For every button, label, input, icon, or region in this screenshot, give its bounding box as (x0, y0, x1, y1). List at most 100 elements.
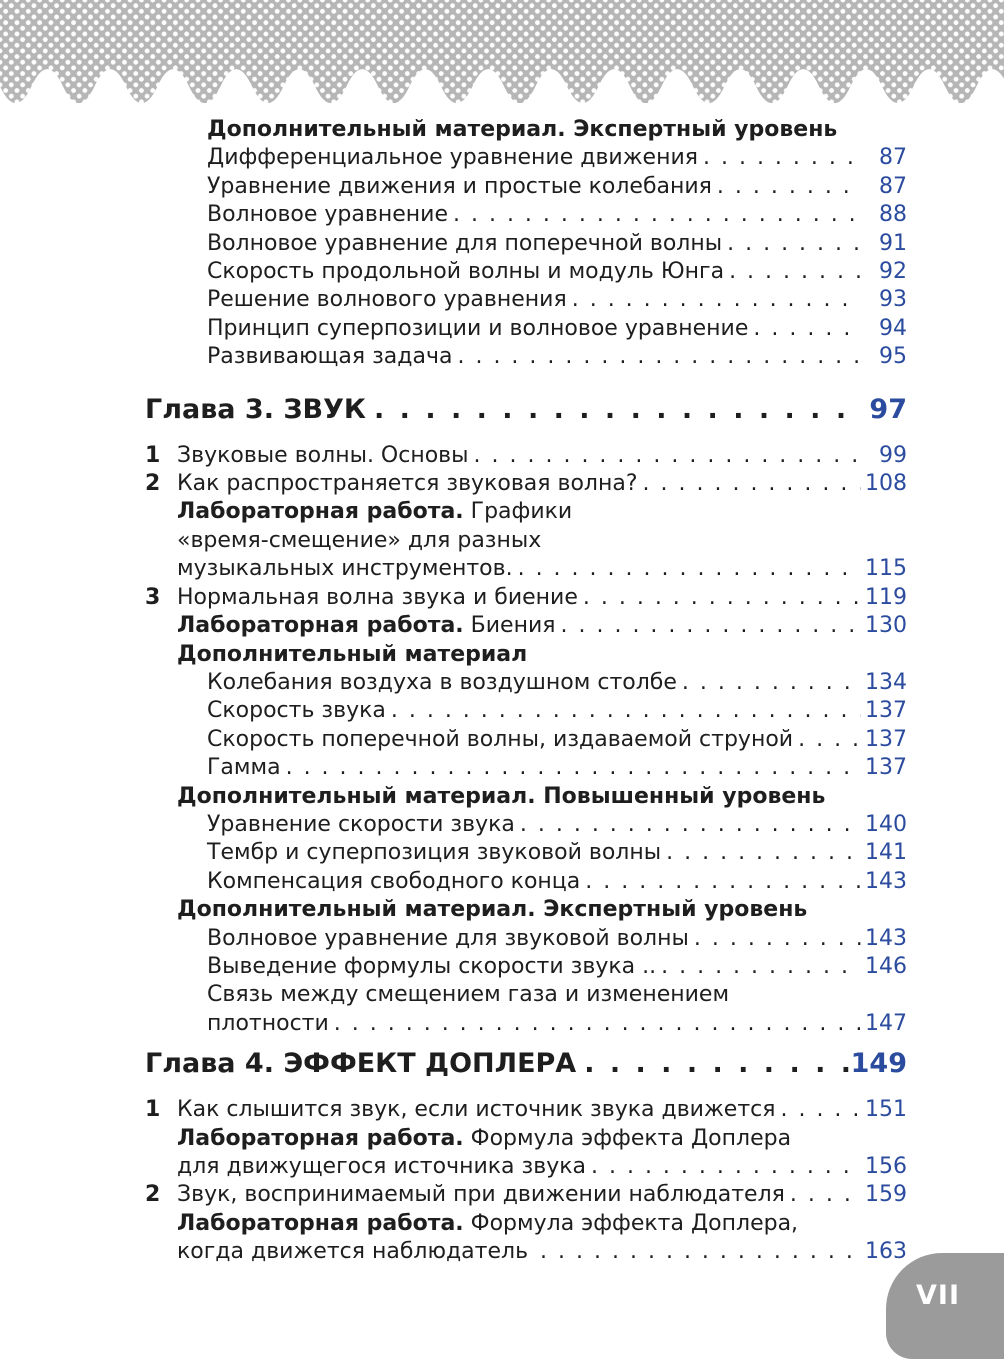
toc-entry-label: Как слышится звук, если источник звука д… (177, 1097, 776, 1123)
toc-subentry-row: Скорость продольной волны и модуль Юнга 9… (145, 258, 907, 286)
toc-entry-page-number: 159 (865, 1182, 907, 1208)
toc-entry-label: Графики (463, 499, 573, 525)
dot-leader (515, 811, 861, 839)
toc-entry-page-number: 99 (879, 442, 907, 468)
toc-item-row: 3 Нормальная волна звука и биение 119 (145, 584, 907, 612)
toc-entry-label: Скорость звука (207, 698, 386, 724)
dot-leader (576, 1046, 850, 1082)
toc-subentry-row: Уравнение скорости звука 140 (145, 811, 907, 839)
toc-item-row: 2 Как распространяется звуковая волна? 108 (145, 470, 907, 498)
table-of-contents: Дополнительный материал. Экспертный уров… (145, 116, 907, 1267)
toc-entry-label: Формула эффекта Доплера (463, 1125, 792, 1151)
toc-entry-page-number: 156 (865, 1154, 907, 1179)
toc-entry-label: Скорость продольной волны и модуль Юнга (207, 259, 725, 285)
toc-entry-label: Принцип суперпозиции и волновое уравнени… (207, 315, 749, 341)
toc-section-header-row: Дополнительный материал. Экспертный уров… (145, 896, 907, 924)
toc-entry-label-bold: Лабораторная работа. (177, 499, 464, 525)
toc-entry-label: Уравнение скорости звука (207, 811, 515, 837)
toc-subentry-row: Развивающая задача 95 (145, 343, 907, 371)
dot-leader (689, 925, 861, 953)
toc-entry-page-number: 143 (865, 925, 907, 951)
toc-entry-label: Колебания воздуха в воздушном столбе (207, 669, 677, 695)
dot-leader (567, 286, 861, 314)
toc-subentry-row: Гамма 137 (145, 754, 907, 782)
toc-chapter-row: Глава 3. ЗВУК 97 (145, 392, 907, 428)
toc-subentry-row: Скорость звука 137 (145, 697, 907, 725)
toc-continuation-row: «время-смещение» для разных (145, 527, 907, 555)
toc-continuation-row: когда движется наблюдатель 163 (145, 1238, 907, 1266)
toc-entry-page-number: 91 (879, 230, 907, 256)
dot-leader (661, 839, 861, 867)
toc-entry-label: Как распространяется звуковая волна? (177, 471, 638, 497)
toc-entry-label: Волновое уравнение (207, 202, 448, 228)
toc-entry-label-bold: Дополнительный материал (177, 641, 528, 667)
toc-item-number: 2 (145, 1182, 161, 1208)
dot-leader (785, 1181, 861, 1209)
toc-entry-page-number: 130 (865, 613, 907, 639)
toc-item-number: 1 (145, 442, 161, 468)
toc-continuation-row: плотности 147 (145, 1010, 907, 1038)
toc-entry-label: Связь между смещением газа и изменением (207, 982, 730, 1008)
toc-continuation-row: Связь между смещением газа и изменением (145, 981, 907, 1009)
toc-entry-page-number: 92 (879, 259, 907, 285)
toc-entry-page-number: 137 (865, 755, 907, 781)
toc-section-header-row: Дополнительный материал. Повышенный уров… (145, 783, 907, 811)
toc-continuation-row: для движущегося источника звука 156 (145, 1153, 907, 1181)
toc-subentry-row: Скорость поперечной волны, издаваемой ст… (145, 726, 907, 754)
dot-leader (281, 754, 861, 782)
dot-leader (586, 1153, 861, 1181)
toc-entry-label: музыкальных инструментов. (177, 556, 513, 582)
toc-entry-label: Нормальная волна звука и биение (177, 584, 578, 610)
toc-entry-label-bold: Лабораторная работа. (177, 613, 464, 639)
toc-entry-page-number: 143 (865, 868, 907, 894)
dot-leader (677, 669, 861, 697)
toc-subentry-row: Дифференциальное уравнение движения 87 (145, 144, 907, 172)
toc-entry-page-number: 137 (865, 726, 907, 752)
toc-entry-page-number: 94 (879, 315, 907, 341)
toc-entry-label-bold: Лабораторная работа. (177, 1210, 464, 1236)
toc-entry-page-number: 88 (879, 202, 907, 228)
toc-section-header-row: Дополнительный материал (145, 641, 907, 669)
dot-leader (698, 144, 861, 172)
toc-entry-label: «время-смещение» для разных (177, 527, 542, 553)
toc-subentry-row: Компенсация свободного конца 143 (145, 868, 907, 896)
toc-entry-page-number: 141 (865, 840, 907, 866)
toc-subentry-row: Тембр и суперпозиция звуковой волны 141 (145, 839, 907, 867)
toc-lab-work-row: Лабораторная работа. Графики (145, 498, 907, 526)
toc-entry-label: Волновое уравнение для поперечной волны (207, 230, 723, 256)
dot-leader (793, 726, 861, 754)
toc-entry-label: Звук, воспринимаемый при движении наблюд… (177, 1182, 785, 1208)
dot-leader (578, 584, 861, 612)
toc-entry-label: Компенсация свободного конца (207, 868, 581, 894)
dot-leader (722, 230, 861, 258)
halftone-wave-header (0, 0, 1004, 103)
toc-chapter-row: Глава 4. ЭФФЕКТ ДОПЛЕРА 149 (145, 1046, 907, 1082)
toc-continuation-row: музыкальных инструментов. 115 (145, 555, 907, 583)
dot-leader (535, 1238, 861, 1266)
toc-entry-label-bold: Лабораторная работа. (177, 1125, 464, 1151)
toc-entry-page-number: 146 (865, 953, 907, 979)
toc-entry-label: Тембр и суперпозиция звуковой волны (207, 840, 662, 866)
toc-lab-work-row: Лабораторная работа. Формула эффекта Доп… (145, 1210, 907, 1238)
toc-entry-page-number: 151 (865, 1097, 907, 1123)
toc-subentry-row: Уравнение движения и простые колебания 87 (145, 173, 907, 201)
toc-entry-page-number: 149 (850, 1048, 907, 1080)
dot-leader (724, 258, 861, 286)
dot-leader (656, 953, 861, 981)
toc-item-number: 3 (145, 584, 161, 610)
page-number: VII (916, 1280, 960, 1311)
toc-entry-page-number: 147 (865, 1010, 907, 1036)
dot-leader (748, 315, 861, 343)
dot-leader (580, 868, 861, 896)
toc-entry-page-number: 163 (865, 1239, 907, 1265)
toc-entry-label: Выведение формулы скорости звука .. (207, 953, 657, 979)
toc-entry-page-number: 93 (879, 287, 907, 313)
toc-section-header-row: Дополнительный материал. Экспертный уров… (145, 116, 907, 144)
toc-subentry-row: Решение волнового уравнения 93 (145, 286, 907, 314)
toc-subentry-row: Выведение формулы скорости звука .. 146 (145, 953, 907, 981)
toc-entry-label-bold: Дополнительный материал. Экспертный уров… (207, 117, 838, 142)
toc-entry-label: плотности (207, 1010, 329, 1036)
toc-entry-page-number: 97 (869, 393, 907, 425)
toc-entry-label: Звуковые волны. Основы (177, 442, 469, 468)
toc-entry-page-number: 134 (865, 669, 907, 695)
